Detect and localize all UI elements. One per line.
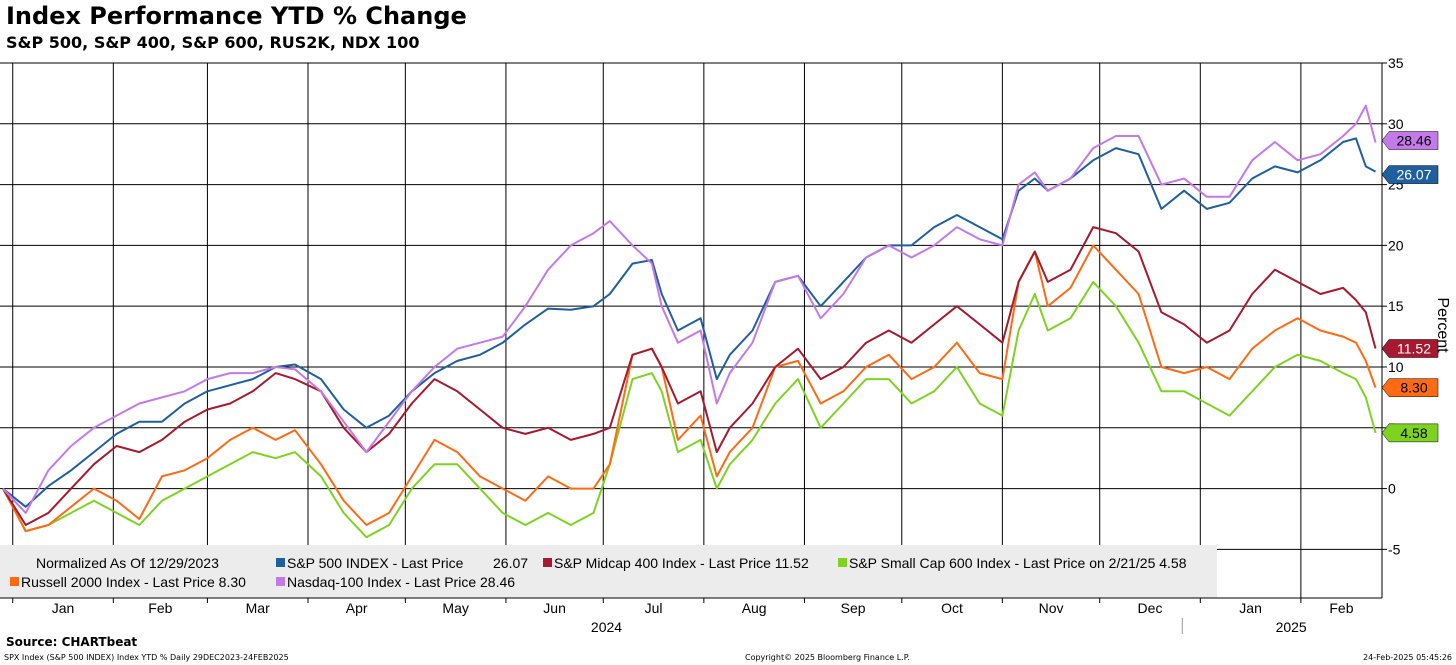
x-axis: Jan Feb Mar Apr May Jun Jul Aug Sep Oct Nov Dec Jan F… [0,597,1382,635]
last-value-tag-smallcap [1381,423,1439,443]
x-tick-label: Mar [246,600,270,616]
footer-description: SPX Index (S&P 500 INDEX) Index YTD % Da… [4,653,289,662]
last-value-tags: 26.07 11.52 4.58 8.30 28.46 [1381,131,1439,443]
chart-title: Index Performance YTD % Change [6,2,467,30]
legend-label-small: S&P Small Cap 600 Index - Last Price on … [849,555,1187,571]
series-line-spx [2,137,1376,508]
legend-swatch-rut [10,577,19,586]
x-tick-label: May [442,600,468,616]
x-tick-label: Nov [1039,600,1064,616]
y-axis-label: Percent [1434,297,1451,353]
y-tick-label: 15 [1388,298,1404,314]
footer-timestamp: 24-Feb-2025 05:45:26 [1363,653,1452,662]
year-label: 2025 [1276,619,1307,635]
last-value-label-russell: 8.30 [1400,380,1427,396]
y-tick-label: 0 [1388,481,1396,497]
last-value-tag-midcap [1381,339,1439,358]
y-tick-label: 10 [1388,359,1404,375]
legend-swatch-small [838,558,847,567]
y-axis: -505101520253035 [1381,55,1404,598]
x-tick-label: Jan [52,600,75,616]
series-line-ndx [2,104,1377,514]
x-tick-label: Dec [1138,600,1163,616]
y-tick-label: 20 [1388,237,1404,253]
footer-copyright: Copyright© 2025 Bloomberg Finance L.P. [745,653,910,662]
series-line-russell [2,244,1377,533]
last-value-label-spx: 26.07 [1396,167,1431,183]
year-label: 2024 [591,619,622,635]
legend-note: Normalized As Of 12/29/2023 [36,555,219,571]
legend-label-mid: S&P Midcap 400 Index - Last Price 11.52 [554,555,809,571]
plot-area [0,63,1382,598]
x-tick-label: Apr [346,600,368,616]
legend-swatch-spx [276,558,285,567]
x-tick-label: Feb [148,600,172,616]
legend-label-ndx: Nasdaq-100 Index - Last Price 28.46 [287,574,515,590]
x-tick-label: Jul [645,600,663,616]
last-value-label-smallcap: 4.58 [1400,425,1427,441]
last-value-label-ndx: 28.46 [1396,133,1431,149]
last-value-tag-russell [1381,378,1439,397]
legend-value-spx: 26.07 [493,555,528,571]
y-tick-label: 30 [1388,116,1404,132]
last-value-label-midcap: 11.52 [1397,340,1431,356]
x-tick-label: Jun [543,600,566,616]
chart-subtitle: S&P 500, S&P 400, S&P 600, RUS2K, NDX 10… [6,33,420,52]
last-value-tag-spx [1381,165,1439,184]
y-tick-label: 35 [1388,55,1404,71]
series-line-smallcap [2,280,1377,539]
y-tick-label: -5 [1388,541,1401,557]
x-tick-label: Oct [941,600,963,616]
legend-swatch-mid [543,558,552,567]
source-note: Source: CHARTbeat [6,635,138,649]
legend-swatch-ndx [276,577,285,586]
legend-label-spx: S&P 500 INDEX - Last Price [287,555,464,571]
x-tick-label: Aug [742,600,767,616]
x-tick-label: Jan [1239,600,1262,616]
last-value-tag-ndx [1381,131,1439,150]
x-tick-label: Feb [1329,600,1353,616]
legend-label-rut: Russell 2000 Index - Last Price 8.30 [21,574,246,590]
legend: Normalized As Of 12/29/2023 S&P 500 INDE… [0,545,1217,598]
legend-background [0,545,1217,598]
x-tick-label: Sep [841,600,866,616]
series-line-midcap [2,226,1377,526]
series-lines [2,104,1377,539]
